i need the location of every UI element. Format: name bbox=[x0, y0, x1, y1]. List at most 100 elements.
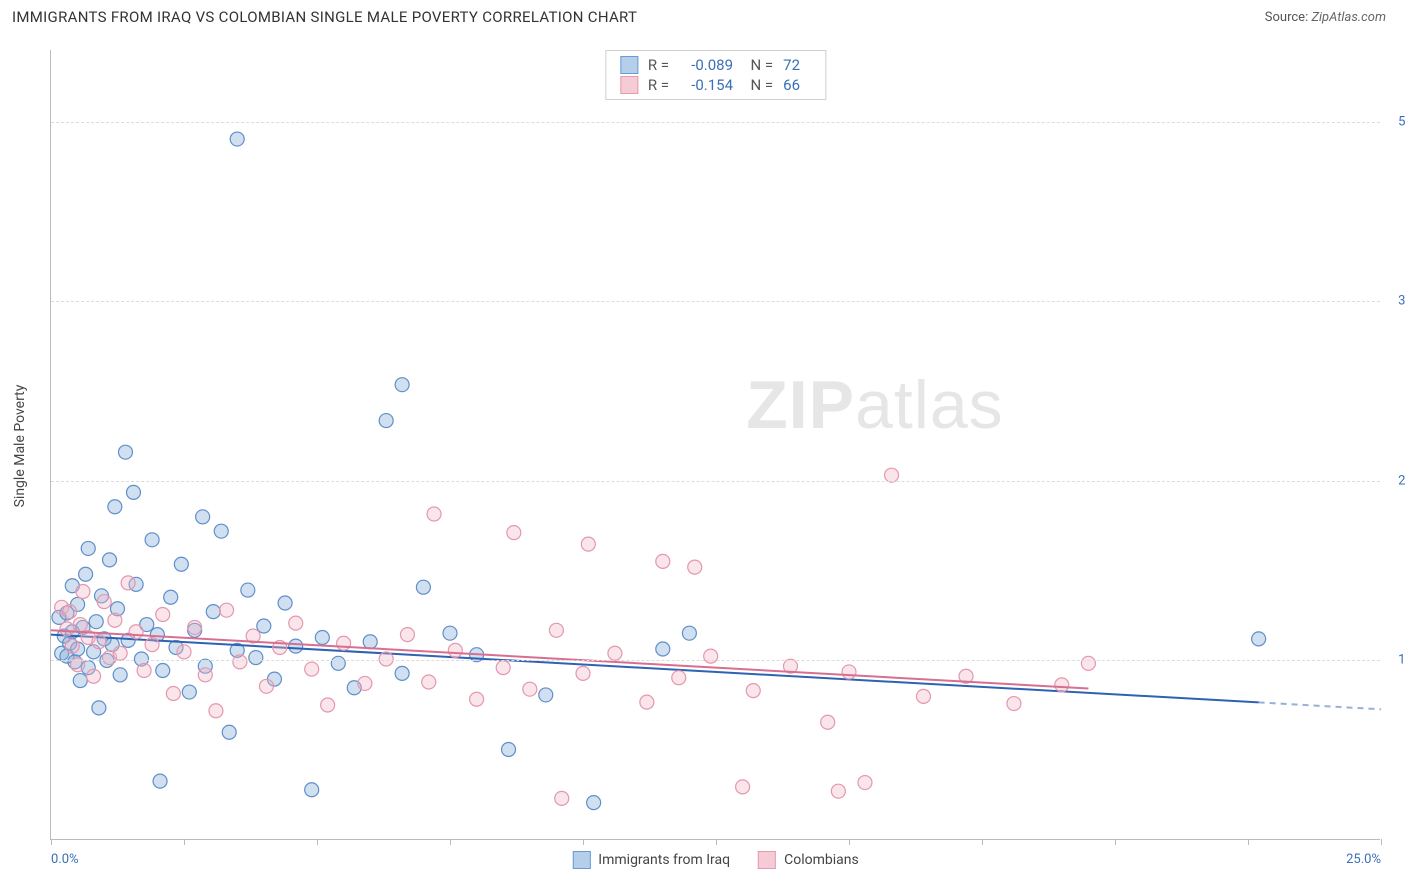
x-tick bbox=[317, 839, 318, 845]
data-point-colombians bbox=[555, 791, 569, 805]
data-point-colombians bbox=[549, 623, 563, 637]
data-point-iraq bbox=[443, 626, 457, 640]
data-point-iraq bbox=[206, 605, 220, 619]
n-value-iraq: 72 bbox=[783, 56, 811, 74]
r-value-colombians: -0.154 bbox=[679, 76, 733, 94]
data-point-iraq bbox=[153, 774, 167, 788]
data-point-iraq bbox=[502, 743, 516, 757]
data-point-colombians bbox=[842, 665, 856, 679]
data-point-iraq bbox=[539, 688, 553, 702]
data-point-iraq bbox=[164, 590, 178, 604]
data-point-colombians bbox=[65, 639, 79, 653]
swatch-blue-icon bbox=[572, 851, 590, 869]
data-point-iraq bbox=[395, 666, 409, 680]
regression-line-iraq bbox=[51, 635, 1259, 703]
data-point-colombians bbox=[177, 645, 191, 659]
data-point-colombians bbox=[137, 664, 151, 678]
gridline-h bbox=[51, 301, 1380, 302]
data-point-colombians bbox=[858, 776, 872, 790]
data-point-colombians bbox=[76, 585, 90, 599]
y-tick-label: 37.5% bbox=[1396, 294, 1406, 309]
data-point-iraq bbox=[222, 725, 236, 739]
data-point-colombians bbox=[73, 618, 87, 632]
data-point-colombians bbox=[198, 668, 212, 682]
data-point-iraq bbox=[230, 132, 244, 146]
data-point-iraq bbox=[331, 656, 345, 670]
data-point-colombians bbox=[129, 625, 143, 639]
data-point-colombians bbox=[60, 622, 74, 636]
legend-series: Immigrants from Iraq Colombians bbox=[572, 851, 858, 869]
data-point-colombians bbox=[746, 684, 760, 698]
n-value-colombians: 66 bbox=[783, 76, 811, 94]
x-tick bbox=[1381, 839, 1382, 845]
data-point-iraq bbox=[73, 674, 87, 688]
data-point-colombians bbox=[63, 605, 77, 619]
source-label: Source: bbox=[1265, 10, 1308, 25]
data-point-colombians bbox=[97, 595, 111, 609]
data-point-colombians bbox=[656, 554, 670, 568]
data-point-iraq bbox=[103, 553, 117, 567]
data-point-colombians bbox=[821, 715, 835, 729]
data-point-iraq bbox=[249, 651, 263, 665]
source-value: ZipAtlas.com bbox=[1311, 10, 1386, 25]
data-point-colombians bbox=[672, 671, 686, 685]
data-point-iraq bbox=[196, 510, 210, 524]
data-point-iraq bbox=[379, 414, 393, 428]
data-point-colombians bbox=[321, 698, 335, 712]
data-point-colombians bbox=[507, 526, 521, 540]
data-point-iraq bbox=[79, 567, 93, 581]
data-point-colombians bbox=[523, 682, 537, 696]
data-point-iraq bbox=[126, 485, 140, 499]
data-point-iraq bbox=[174, 557, 188, 571]
data-point-colombians bbox=[422, 675, 436, 689]
gridline-h bbox=[51, 122, 1380, 123]
data-point-colombians bbox=[1055, 678, 1069, 692]
data-point-iraq bbox=[395, 378, 409, 392]
chart-title: IMMIGRANTS FROM IRAQ VS COLOMBIAN SINGLE… bbox=[12, 8, 637, 26]
data-point-iraq bbox=[682, 626, 696, 640]
data-point-iraq bbox=[278, 596, 292, 610]
data-point-iraq bbox=[363, 635, 377, 649]
data-point-iraq bbox=[145, 533, 159, 547]
data-point-iraq bbox=[156, 664, 170, 678]
r-label: R = bbox=[648, 76, 669, 94]
x-tick-label: 25.0% bbox=[1346, 852, 1381, 867]
data-point-colombians bbox=[87, 669, 101, 683]
data-point-colombians bbox=[188, 620, 202, 634]
data-point-colombians bbox=[289, 616, 303, 630]
legend-item-iraq: Immigrants from Iraq bbox=[572, 851, 730, 869]
data-point-colombians bbox=[259, 679, 273, 693]
data-point-colombians bbox=[358, 676, 372, 690]
regression-line-iraq-extrapolated bbox=[1259, 702, 1381, 709]
data-point-colombians bbox=[1007, 697, 1021, 711]
legend-row-colombians: R = -0.154 N = 66 bbox=[620, 75, 811, 95]
x-tick bbox=[716, 839, 717, 845]
data-point-colombians bbox=[145, 638, 159, 652]
legend-correlation-box: R = -0.089 N = 72 R = -0.154 N = 66 bbox=[605, 50, 826, 100]
data-point-colombians bbox=[1081, 656, 1095, 670]
data-point-colombians bbox=[496, 661, 510, 675]
y-tick-label: 12.5% bbox=[1396, 653, 1406, 668]
swatch-blue-icon bbox=[620, 56, 638, 74]
data-point-colombians bbox=[608, 646, 622, 660]
data-point-colombians bbox=[113, 646, 127, 660]
data-point-colombians bbox=[736, 780, 750, 794]
legend-item-colombians: Colombians bbox=[758, 851, 859, 869]
data-point-colombians bbox=[379, 652, 393, 666]
legend-label-colombians: Colombians bbox=[784, 852, 859, 868]
data-point-colombians bbox=[220, 603, 234, 617]
data-point-iraq bbox=[1252, 632, 1266, 646]
data-point-iraq bbox=[315, 630, 329, 644]
x-tick bbox=[982, 839, 983, 845]
data-point-iraq bbox=[108, 500, 122, 514]
x-tick bbox=[1115, 839, 1116, 845]
chart-plot-area: ZIPatlas R = -0.089 N = 72 R = -0.154 N … bbox=[50, 50, 1380, 840]
data-point-colombians bbox=[688, 560, 702, 574]
x-tick bbox=[184, 839, 185, 845]
data-point-colombians bbox=[233, 655, 247, 669]
y-tick-label: 50.0% bbox=[1396, 114, 1406, 129]
x-tick bbox=[1248, 839, 1249, 845]
y-axis-label: Single Male Poverty bbox=[12, 385, 28, 508]
data-point-iraq bbox=[587, 796, 601, 810]
data-point-iraq bbox=[182, 685, 196, 699]
